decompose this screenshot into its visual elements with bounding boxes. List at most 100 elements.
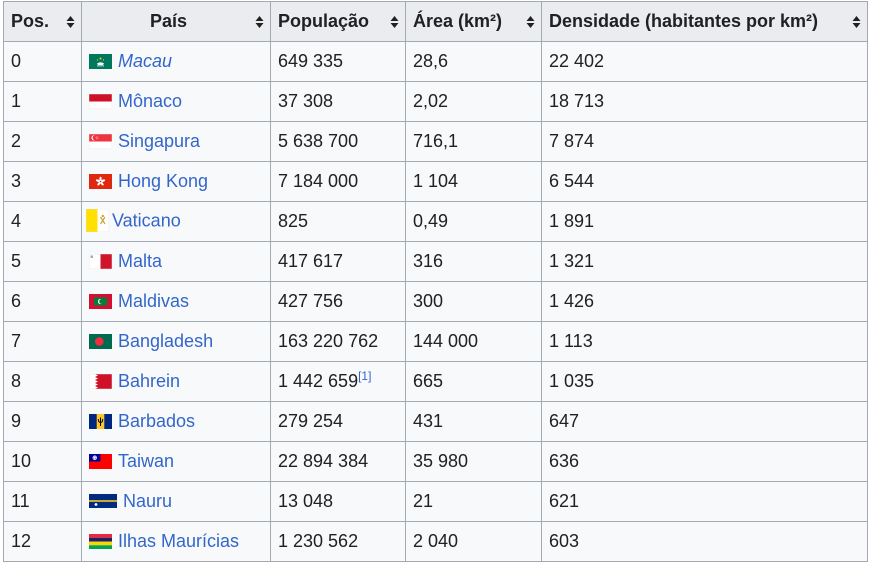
header-density-label: Densidade (habitantes por km²) [549,11,819,31]
density-cell: 1 113 [541,321,868,362]
table-row: 1 Mônaco 37 308 2,02 18 713 [3,81,868,122]
density-cell: 636 [541,441,868,482]
density-cell: 22 402 [541,41,868,82]
country-cell: Maldivas [81,281,271,322]
country-link[interactable]: Malta [118,251,163,271]
pos-cell: 5 [3,241,82,282]
header-area[interactable]: Área (km²) [405,1,542,42]
sort-icon[interactable] [66,15,75,29]
table-row: 0 Macau 649 335 28,6 22 402 [3,41,868,82]
header-pos-label: Pos. [11,11,50,31]
country-cell: Mônaco [81,81,271,122]
country-cell: Singapura [81,121,271,162]
sort-icon[interactable] [390,15,399,29]
density-cell: 1 321 [541,241,868,282]
header-population-label: População [278,11,370,31]
country-cell: Bangladesh [81,321,271,362]
bahrain-flag-icon[interactable] [89,373,112,389]
country-link[interactable]: Maldivas [118,291,190,311]
table-row: 10 Taiwan 22 894 384 35 980 636 [3,441,868,482]
header-country-label: País [149,11,188,31]
pos-cell: 9 [3,401,82,442]
area-cell: 2,02 [405,81,542,122]
table-row: 4 Vaticano 825 0,49 1 891 [3,201,868,242]
population-cell: 1 442 659[1] [270,361,406,402]
density-cell: 1 035 [541,361,868,402]
barbados-flag-icon[interactable] [89,413,112,429]
population-cell: 5 638 700 [270,121,406,162]
population-cell: 279 254 [270,401,406,442]
country-cell: Barbados [81,401,271,442]
table-row: 7 Bangladesh 163 220 762 144 000 1 113 [3,321,868,362]
density-cell: 6 544 [541,161,868,202]
population-cell: 7 184 000 [270,161,406,202]
country-link[interactable]: Barbados [118,411,196,431]
bangladesh-flag-icon[interactable] [89,333,112,349]
country-link[interactable]: Singapura [118,131,201,151]
taiwan-flag-icon[interactable] [89,453,112,469]
area-cell: 665 [405,361,542,402]
country-cell: Taiwan [81,441,271,482]
table-row: 9 Barbados 279 254 431 647 [3,401,868,442]
pos-cell: 12 [3,521,82,562]
country-link[interactable]: Bangladesh [118,331,214,351]
country-cell: Bahrein [81,361,271,402]
population-cell: 1 230 562 [270,521,406,562]
reference-link[interactable]: [1] [358,369,372,383]
table-row: 6 Maldivas 427 756 300 1 426 [3,281,868,322]
table-row: 5 Malta 417 617 316 1 321 [3,241,868,282]
country-cell: Nauru [81,481,271,522]
density-cell: 647 [541,401,868,442]
hong-kong-flag-icon[interactable] [89,173,112,189]
density-cell: 18 713 [541,81,868,122]
header-population[interactable]: População [270,1,406,42]
country-link[interactable]: Bahrein [118,371,181,391]
density-cell: 1 426 [541,281,868,322]
header-density[interactable]: Densidade (habitantes por km²) [541,1,868,42]
mauritius-flag-icon[interactable] [89,533,112,549]
pos-cell: 11 [3,481,82,522]
maldives-flag-icon[interactable] [89,293,112,309]
area-cell: 35 980 [405,441,542,482]
pos-cell: 1 [3,81,82,122]
country-cell: Hong Kong [81,161,271,202]
area-cell: 2 040 [405,521,542,562]
population-cell: 649 335 [270,41,406,82]
country-link[interactable]: Vaticano [112,210,181,231]
country-link[interactable]: Nauru [123,491,173,511]
table-row: 12 Ilhas Maurícias 1 230 562 2 040 603 [3,521,868,562]
area-cell: 28,6 [405,41,542,82]
pos-cell: 2 [3,121,82,162]
population-cell: 163 220 762 [270,321,406,362]
area-cell: 300 [405,281,542,322]
singapore-flag-icon[interactable] [89,133,112,149]
area-cell: 716,1 [405,121,542,162]
area-cell: 1 104 [405,161,542,202]
country-link[interactable]: Macau [118,51,173,71]
area-cell: 316 [405,241,542,282]
malta-flag-icon[interactable] [89,253,112,269]
reference-superscript: [1] [358,369,371,383]
country-cell: Macau [81,41,271,82]
country-link[interactable]: Ilhas Maurícias [118,531,240,551]
country-link[interactable]: Mônaco [118,91,183,111]
header-country[interactable]: País [81,1,271,42]
sort-icon[interactable] [852,15,861,29]
pos-cell: 8 [3,361,82,402]
country-link[interactable]: Hong Kong [118,171,209,191]
header-pos[interactable]: Pos. [3,1,82,42]
table-row: 3 Hong Kong 7 184 000 1 104 6 544 [3,161,868,202]
table-row: 2 Singapura 5 638 700 716,1 7 874 [3,121,868,162]
pos-cell: 10 [3,441,82,482]
area-cell: 144 000 [405,321,542,362]
pos-cell: 4 [3,201,82,242]
header-row: Pos. País População Área (km²) Densidade… [3,1,868,42]
country-link[interactable]: Taiwan [118,451,175,471]
vatican-flag-icon[interactable] [86,209,109,232]
macau-flag-icon[interactable] [89,53,112,69]
sort-icon[interactable] [526,15,535,29]
nauru-flag-icon[interactable] [89,494,117,509]
population-cell: 22 894 384 [270,441,406,482]
sort-icon[interactable] [255,15,264,29]
monaco-flag-icon[interactable] [89,93,112,109]
